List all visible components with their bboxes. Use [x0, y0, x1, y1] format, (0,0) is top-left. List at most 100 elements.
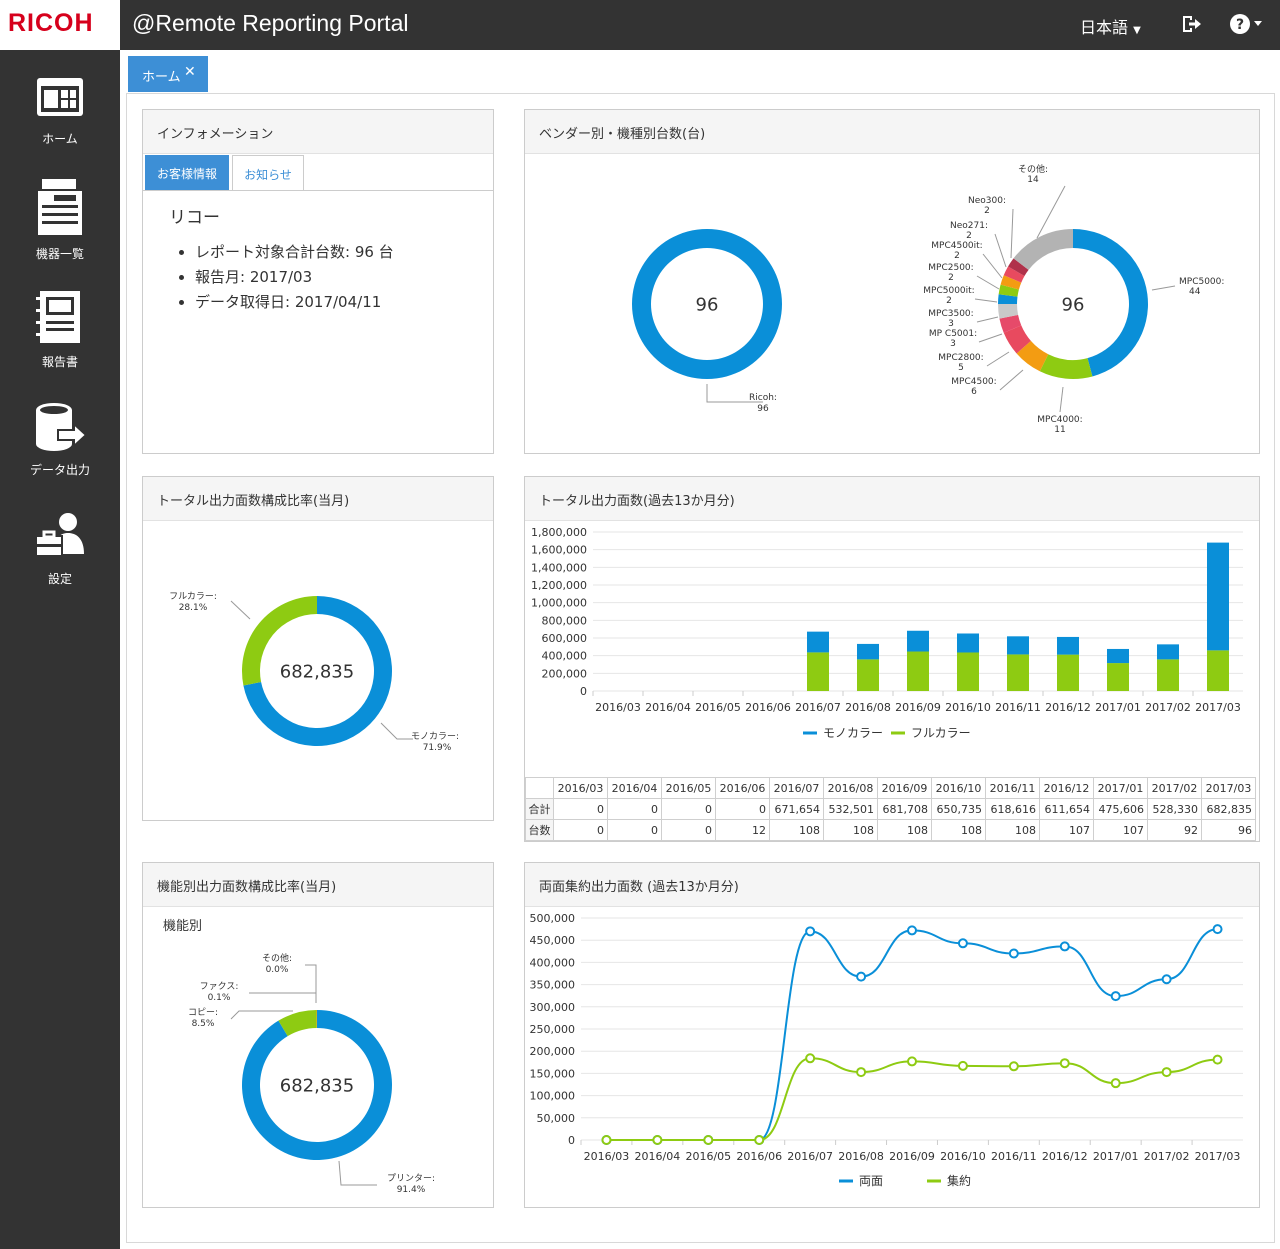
close-icon[interactable]: ✕	[184, 64, 196, 80]
pie-slice[interactable]	[1003, 266, 1025, 283]
data-point[interactable]	[805, 926, 816, 937]
pie-slice[interactable]	[1008, 258, 1029, 276]
table-cell: 611,654	[1039, 798, 1094, 820]
data-point[interactable]	[907, 925, 917, 936]
table-header: 2016/12	[1039, 777, 1094, 799]
panel-title: ベンダー別・機種別台数(台)	[525, 110, 1259, 154]
help-icon[interactable]: ?	[1230, 13, 1264, 35]
pie-label-line	[338, 1160, 377, 1186]
table-cell: 532,501	[823, 798, 878, 820]
pie-label: MPC2500:	[928, 263, 973, 273]
y-tick-label: 1,600,000	[531, 544, 587, 557]
pie-label: コピー:	[188, 1007, 218, 1018]
pie-value-label: 2	[984, 206, 990, 216]
list-item: 報告月: 2017/03	[195, 266, 394, 287]
data-point[interactable]	[856, 971, 867, 982]
pie-label: その他:	[262, 952, 292, 964]
bar-segment[interactable]	[807, 631, 829, 653]
bar-segment[interactable]	[1007, 654, 1029, 691]
sidebar-item-home[interactable]: ホーム	[0, 70, 120, 170]
bar-segment[interactable]	[1007, 636, 1029, 655]
pie-value-label: 44	[1189, 287, 1201, 297]
pie-label: ファクス:	[200, 981, 239, 992]
table-cell: 108	[769, 819, 824, 841]
data-point[interactable]	[1161, 1067, 1172, 1078]
panel-title: 機能別出力面数構成比率(当月)	[143, 863, 493, 907]
data-point[interactable]	[805, 1053, 816, 1064]
bar-segment[interactable]	[1057, 636, 1079, 655]
app-title: @Remote Reporting Portal	[132, 10, 409, 36]
pie-slice[interactable]	[1013, 229, 1073, 270]
x-tick-label: 2017/01	[1095, 701, 1141, 714]
data-point[interactable]	[907, 1056, 917, 1067]
data-point[interactable]	[856, 1067, 867, 1078]
sidebar-item-devices[interactable]: 機器一覧	[0, 175, 120, 275]
pie-slice[interactable]	[1073, 229, 1148, 377]
sidebar-item-data-export[interactable]: データ出力	[0, 398, 120, 498]
data-point[interactable]	[957, 1060, 968, 1071]
data-point[interactable]	[1110, 991, 1121, 1002]
svg-text:?: ?	[1236, 17, 1244, 33]
data-point[interactable]	[1059, 1058, 1070, 1069]
data-point[interactable]	[1008, 948, 1019, 959]
pie-label-line	[994, 233, 1007, 268]
bar-segment[interactable]	[1207, 650, 1229, 691]
pie-slice[interactable]	[1000, 275, 1022, 290]
bar-segment[interactable]	[907, 651, 929, 691]
y-tick-label: 150,000	[530, 1067, 576, 1080]
bar-segment[interactable]	[1107, 648, 1129, 664]
data-point[interactable]	[1008, 1061, 1019, 1072]
bar-segment[interactable]	[807, 652, 829, 691]
data-point[interactable]	[703, 1135, 714, 1145]
tab-home[interactable]: ホーム ✕	[128, 56, 208, 92]
logo[interactable]: RICOH	[0, 0, 120, 50]
logout-icon[interactable]	[1180, 13, 1202, 35]
bar-segment[interactable]	[1157, 644, 1179, 660]
bar-segment[interactable]	[857, 659, 879, 691]
pie-slice[interactable]	[1016, 340, 1049, 372]
data-point[interactable]	[957, 938, 968, 949]
sidebar-item-settings[interactable]: 設定	[0, 508, 120, 608]
pie-label-line	[305, 964, 317, 1003]
dashboard-content: インフォメーション お客様情報 お知らせ リコー レポート対象合計台数: 96 …	[126, 93, 1275, 1243]
data-point[interactable]	[1212, 924, 1223, 935]
x-tick-label: 2016/08	[845, 701, 891, 714]
tab-customer-info[interactable]: お客様情報	[145, 155, 229, 190]
pie-value-label: 2	[954, 251, 960, 261]
data-point[interactable]	[601, 1135, 612, 1145]
data-point[interactable]	[1059, 941, 1070, 952]
table-header: 2016/03	[553, 777, 608, 799]
pie-label: Ricoh:	[749, 393, 777, 403]
bar-segment[interactable]	[1057, 654, 1079, 691]
sidebar-item-reports[interactable]: 報告書	[0, 287, 120, 387]
data-point[interactable]	[652, 1135, 663, 1145]
data-point[interactable]	[1212, 1054, 1223, 1065]
table-cell: 96	[1201, 819, 1256, 841]
data-point[interactable]	[1110, 1078, 1121, 1089]
bar-segment[interactable]	[1107, 663, 1129, 691]
data-point[interactable]	[754, 1135, 765, 1145]
language-selector[interactable]: 日本語 ▼	[1080, 14, 1141, 38]
sidebar: ホーム 機器一覧 報告書	[0, 50, 120, 1249]
pie-slice[interactable]	[1003, 325, 1031, 354]
pie-label-line	[982, 253, 1003, 279]
bar-segment[interactable]	[957, 652, 979, 691]
pie-slice[interactable]	[242, 596, 317, 686]
pie-slice[interactable]	[999, 314, 1022, 333]
table-header: 2017/02	[1147, 777, 1202, 799]
tab-notices[interactable]: お知らせ	[232, 155, 304, 190]
bar-segment[interactable]	[1157, 659, 1179, 691]
caret-down-icon: ▼	[1133, 25, 1141, 36]
pie-slice[interactable]	[998, 294, 1018, 304]
pie-slice[interactable]	[998, 304, 1019, 319]
bar-segment[interactable]	[857, 643, 879, 660]
bar-segment[interactable]	[1207, 542, 1229, 651]
bar-segment[interactable]	[907, 630, 929, 652]
pie-slice[interactable]	[998, 284, 1019, 297]
x-tick-label: 2016/04	[635, 1150, 681, 1163]
pie-slice[interactable]	[278, 1010, 317, 1037]
bar-segment[interactable]	[957, 633, 979, 653]
series-line	[606, 1057, 1218, 1141]
pie-slice[interactable]	[1039, 354, 1093, 379]
data-point[interactable]	[1161, 974, 1172, 985]
